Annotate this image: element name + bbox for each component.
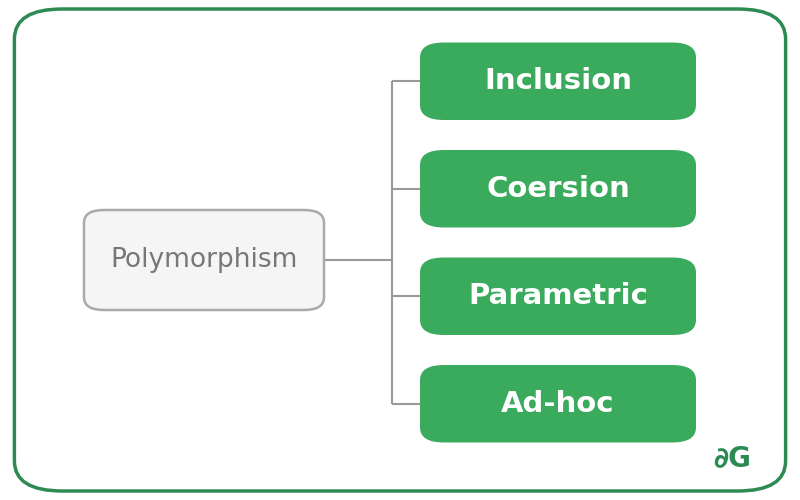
Text: Coersion: Coersion [486, 175, 630, 203]
FancyBboxPatch shape [420, 365, 696, 442]
Text: Ad-hoc: Ad-hoc [502, 390, 614, 418]
FancyBboxPatch shape [84, 210, 324, 310]
Text: Inclusion: Inclusion [484, 67, 632, 95]
FancyBboxPatch shape [420, 258, 696, 335]
FancyBboxPatch shape [420, 150, 696, 228]
Text: ∂G: ∂G [713, 444, 751, 472]
Text: Parametric: Parametric [468, 282, 648, 310]
Text: Polymorphism: Polymorphism [110, 247, 298, 273]
FancyBboxPatch shape [14, 9, 786, 491]
FancyBboxPatch shape [420, 42, 696, 120]
